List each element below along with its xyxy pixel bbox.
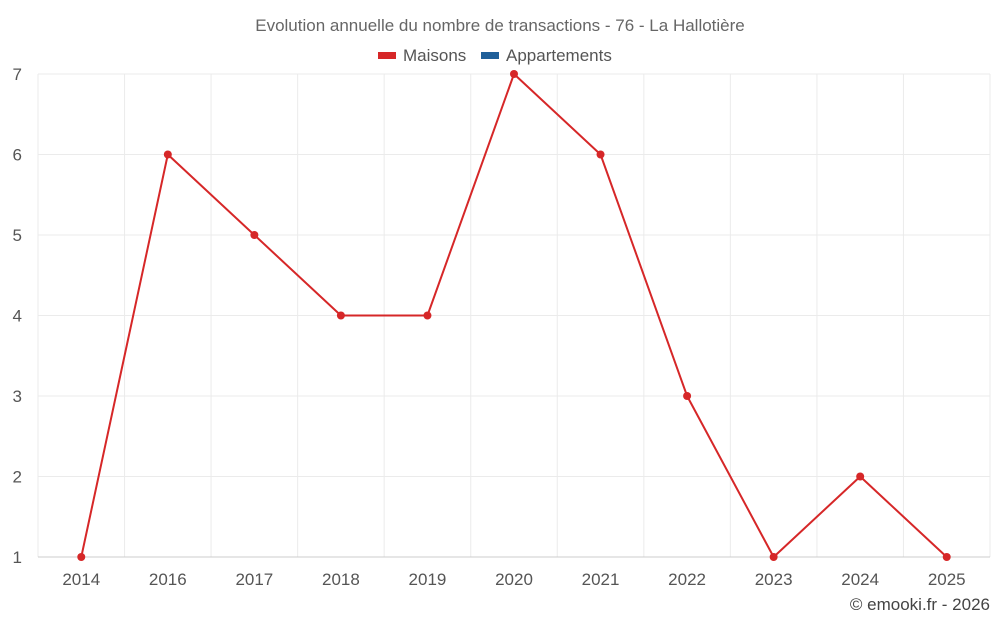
legend-item-maisons[interactable]: Maisons — [378, 46, 466, 65]
legend-swatch-maisons — [378, 52, 396, 59]
y-tick-label: 3 — [13, 387, 22, 406]
x-tick-label: 2021 — [582, 570, 620, 589]
x-tick-label: 2019 — [409, 570, 447, 589]
y-tick-label: 7 — [13, 65, 22, 84]
x-tick-label: 2018 — [322, 570, 360, 589]
x-tick-label: 2025 — [928, 570, 966, 589]
grid-lines — [37, 73, 991, 558]
axes: 1 2 3 4 5 6 7 2014 2016 2017 2018 2019 2020 2021 2022 2… — [13, 65, 990, 589]
data-point[interactable] — [856, 472, 865, 481]
y-tick-label: 5 — [13, 226, 22, 245]
y-tick-label: 2 — [13, 468, 22, 487]
data-point[interactable] — [250, 231, 259, 239]
y-tick-label: 6 — [13, 146, 22, 165]
data-point[interactable] — [510, 70, 518, 78]
data-point[interactable] — [336, 311, 345, 320]
data-point[interactable] — [942, 553, 951, 561]
y-tick-label: 4 — [13, 307, 22, 326]
data-point[interactable] — [769, 553, 778, 561]
x-tick-label: 2016 — [149, 570, 187, 589]
chart-title: Evolution annuelle du nombre de transact… — [255, 16, 745, 35]
legend-swatch-appartements — [481, 52, 499, 59]
data-point[interactable] — [163, 150, 172, 159]
legend: Maisons Appartements — [378, 46, 612, 65]
data-point[interactable] — [423, 311, 432, 320]
x-tick-label: 2024 — [841, 570, 879, 589]
series-maisons — [77, 70, 951, 561]
data-point[interactable] — [596, 150, 605, 159]
legend-label-appartements: Appartements — [506, 46, 612, 65]
data-point[interactable] — [77, 553, 86, 561]
x-tick-label: 2020 — [495, 570, 533, 589]
data-point[interactable] — [683, 392, 692, 400]
credit-text: © emooki.fr - 2026 — [850, 595, 990, 614]
x-tick-label: 2017 — [235, 570, 273, 589]
legend-item-appartements[interactable]: Appartements — [481, 46, 612, 65]
x-tick-label: 2022 — [668, 570, 706, 589]
x-tick-label: 2023 — [755, 570, 793, 589]
y-tick-label: 1 — [13, 548, 22, 567]
x-tick-label: 2014 — [62, 570, 100, 589]
legend-label-maisons: Maisons — [403, 46, 466, 65]
